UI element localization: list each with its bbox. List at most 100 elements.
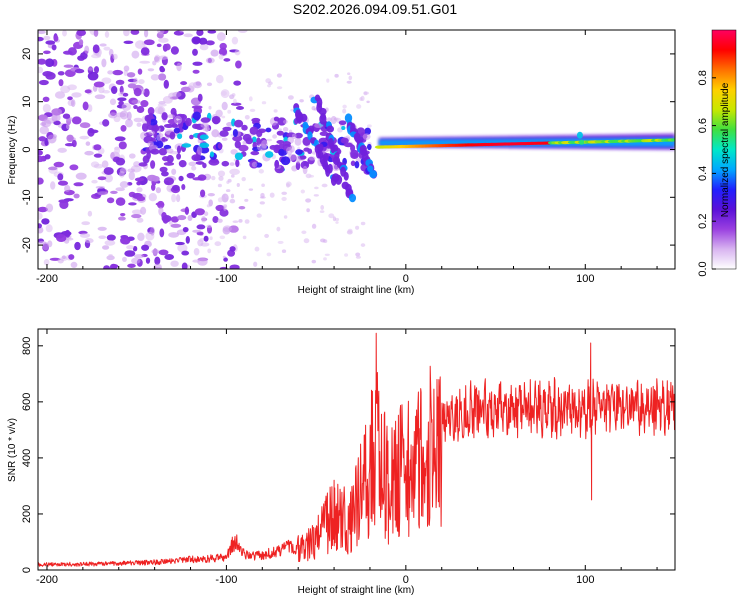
heatmap-cell (303, 238, 310, 244)
heatmap-cell (151, 249, 160, 254)
heatmap-cell (137, 68, 143, 75)
heatmap-cell (73, 182, 84, 187)
heatmap-cell (164, 43, 171, 51)
heatmap-cell (238, 144, 249, 152)
heatmap-cell (210, 49, 219, 57)
heatmap-cell (269, 192, 275, 198)
heatmap-cell (157, 103, 167, 107)
heatmap-cell (120, 212, 126, 217)
heatmap-cell (104, 174, 113, 183)
colorbar-tick-label: 0.0 (697, 261, 709, 276)
heatmap-cell (57, 71, 65, 76)
heatmap-cell (234, 140, 241, 149)
snr-line (38, 332, 675, 567)
heatmap-cell (57, 173, 64, 181)
heatmap-cell (88, 129, 99, 134)
heatmap-cell (134, 40, 146, 49)
heatmap-cell (200, 242, 210, 247)
heatmap-cell (367, 124, 372, 128)
heatmap-cell (136, 122, 142, 127)
x-tick-label: 0 (403, 574, 409, 586)
heatmap-cell (166, 155, 174, 163)
heatmap-cell (207, 30, 217, 34)
heatmap-cell (203, 211, 209, 217)
snr-series (38, 332, 675, 567)
heatmap-cell (330, 115, 337, 125)
snr-y-label: SNR (10 * v/v) (7, 418, 18, 482)
spectrogram-x-label: Height of straight line (km) (298, 285, 415, 296)
heatmap-cell (230, 149, 238, 155)
heatmap-cell (150, 226, 155, 236)
heatmap-cell (249, 108, 256, 113)
heatmap-cell (319, 210, 325, 213)
heatmap-cell (147, 68, 155, 72)
heatmap-cell (238, 219, 243, 223)
heatmap-cell (62, 50, 73, 55)
heatmap-cell (157, 107, 164, 115)
heatmap-cell (192, 259, 200, 263)
colorbar-label: Normalized spectral amplitude (720, 82, 731, 217)
heatmap-cell (267, 84, 272, 88)
heatmap-cell (171, 193, 177, 203)
heatmap-cell (249, 126, 259, 135)
heatmap-cell (200, 117, 211, 123)
heatmap-cell (234, 152, 244, 161)
heatmap-cell (123, 40, 134, 44)
heatmap-cell (234, 119, 244, 128)
heatmap-cell (192, 61, 203, 66)
heatmap-cell (163, 161, 175, 166)
spectrogram-x-ticks: -200 -100 0 100 (36, 30, 658, 285)
heatmap-cell (143, 39, 155, 46)
heatmap-cell (192, 229, 202, 233)
heatmap-cell (281, 196, 287, 201)
heatmap-cell (92, 44, 100, 54)
heatmap-cell (127, 83, 137, 89)
heatmap-cell (38, 66, 44, 74)
heatmap-cell (121, 102, 131, 111)
heatmap-cell (350, 160, 356, 167)
heatmap-cell (300, 113, 308, 123)
heatmap-cell (212, 215, 219, 224)
heatmap-cell (321, 183, 328, 188)
heatmap-cell (112, 53, 118, 60)
heatmap-cell (50, 181, 56, 190)
heatmap-cell (278, 148, 285, 156)
heatmap-cell (91, 179, 98, 184)
heatmap-cell (140, 47, 150, 56)
colorbar-gradient (711, 29, 737, 270)
colorbar-tick-label: 0.8 (697, 70, 709, 85)
heatmap-cell (162, 95, 173, 104)
heatmap-cell (248, 188, 254, 191)
heatmap-cell (191, 165, 197, 171)
heatmap-cell (87, 67, 94, 71)
heatmap-cell (230, 193, 235, 199)
heatmap-cell (294, 137, 302, 146)
heatmap-cell (348, 75, 353, 81)
heatmap-cell (206, 204, 211, 208)
heatmap-cell (206, 82, 213, 87)
heatmap-cell (101, 58, 107, 68)
heatmap-cell (125, 118, 133, 128)
heatmap-cell (163, 123, 174, 128)
heatmap-cell (150, 160, 156, 169)
heatmap-cell (123, 65, 130, 72)
heatmap-cell (126, 245, 135, 250)
heatmap-cell (217, 170, 226, 177)
heatmap-cell (157, 30, 165, 35)
heatmap-cell (223, 58, 231, 62)
heatmap-cell (158, 133, 164, 138)
heatmap-cell (185, 236, 190, 244)
heatmap-cell (109, 98, 117, 106)
heatmap-cell (156, 43, 162, 48)
heatmap-cell (53, 161, 65, 168)
heatmap-cell (42, 242, 50, 251)
heatmap-cell (225, 189, 231, 193)
heatmap-cell (87, 104, 93, 113)
heatmap-cell (38, 155, 45, 163)
heatmap-cell (67, 96, 73, 101)
heatmap-cell (133, 87, 142, 97)
heatmap-cell (65, 237, 74, 241)
heatmap-cell (94, 94, 106, 100)
heatmap-cell (300, 189, 305, 194)
heatmap-cell (71, 92, 82, 98)
